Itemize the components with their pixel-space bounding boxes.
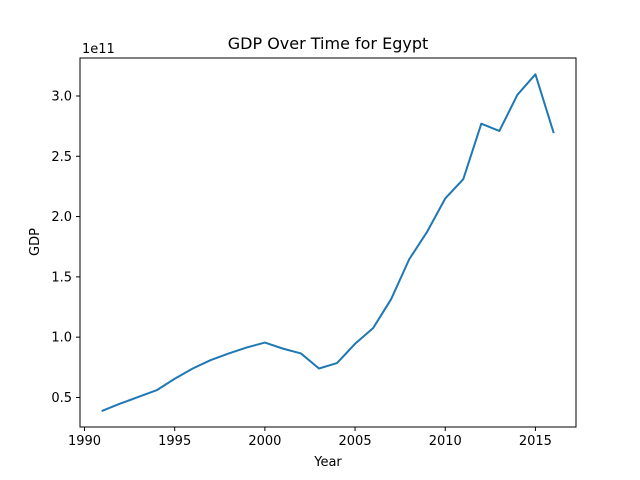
y-tick-label: 2.0 <box>51 210 72 225</box>
y-tick-label: 0.5 <box>51 391 72 406</box>
x-axis-label: Year <box>313 455 342 470</box>
x-tick-label: 2010 <box>429 434 462 449</box>
y-tick-label: 2.5 <box>51 150 72 165</box>
x-tick-label: 2015 <box>519 434 552 449</box>
plot-frame <box>79 57 577 428</box>
x-tick-label: 2000 <box>248 434 281 449</box>
y-tick-label: 1.5 <box>51 270 72 285</box>
x-tick-label: 1990 <box>68 434 101 449</box>
plot-area <box>80 58 576 427</box>
y-tick-label: 3.0 <box>51 89 72 104</box>
y-tick-label: 1.0 <box>51 331 72 346</box>
chart-title: GDP Over Time for Egypt <box>228 34 429 53</box>
x-axis-ticks: 1990 1995 2000 2005 2010 2015 <box>68 427 552 449</box>
x-tick-label: 2005 <box>339 434 372 449</box>
y-axis-ticks: 0.5 1.0 1.5 2.0 2.5 3.0 <box>51 89 80 406</box>
series-line-0 <box>101 73 555 413</box>
series-layer <box>101 73 555 413</box>
y-axis-label: GDP <box>28 228 43 256</box>
x-tick-label: 1995 <box>158 434 191 449</box>
y-axis-offset-label: 1e11 <box>82 42 115 57</box>
